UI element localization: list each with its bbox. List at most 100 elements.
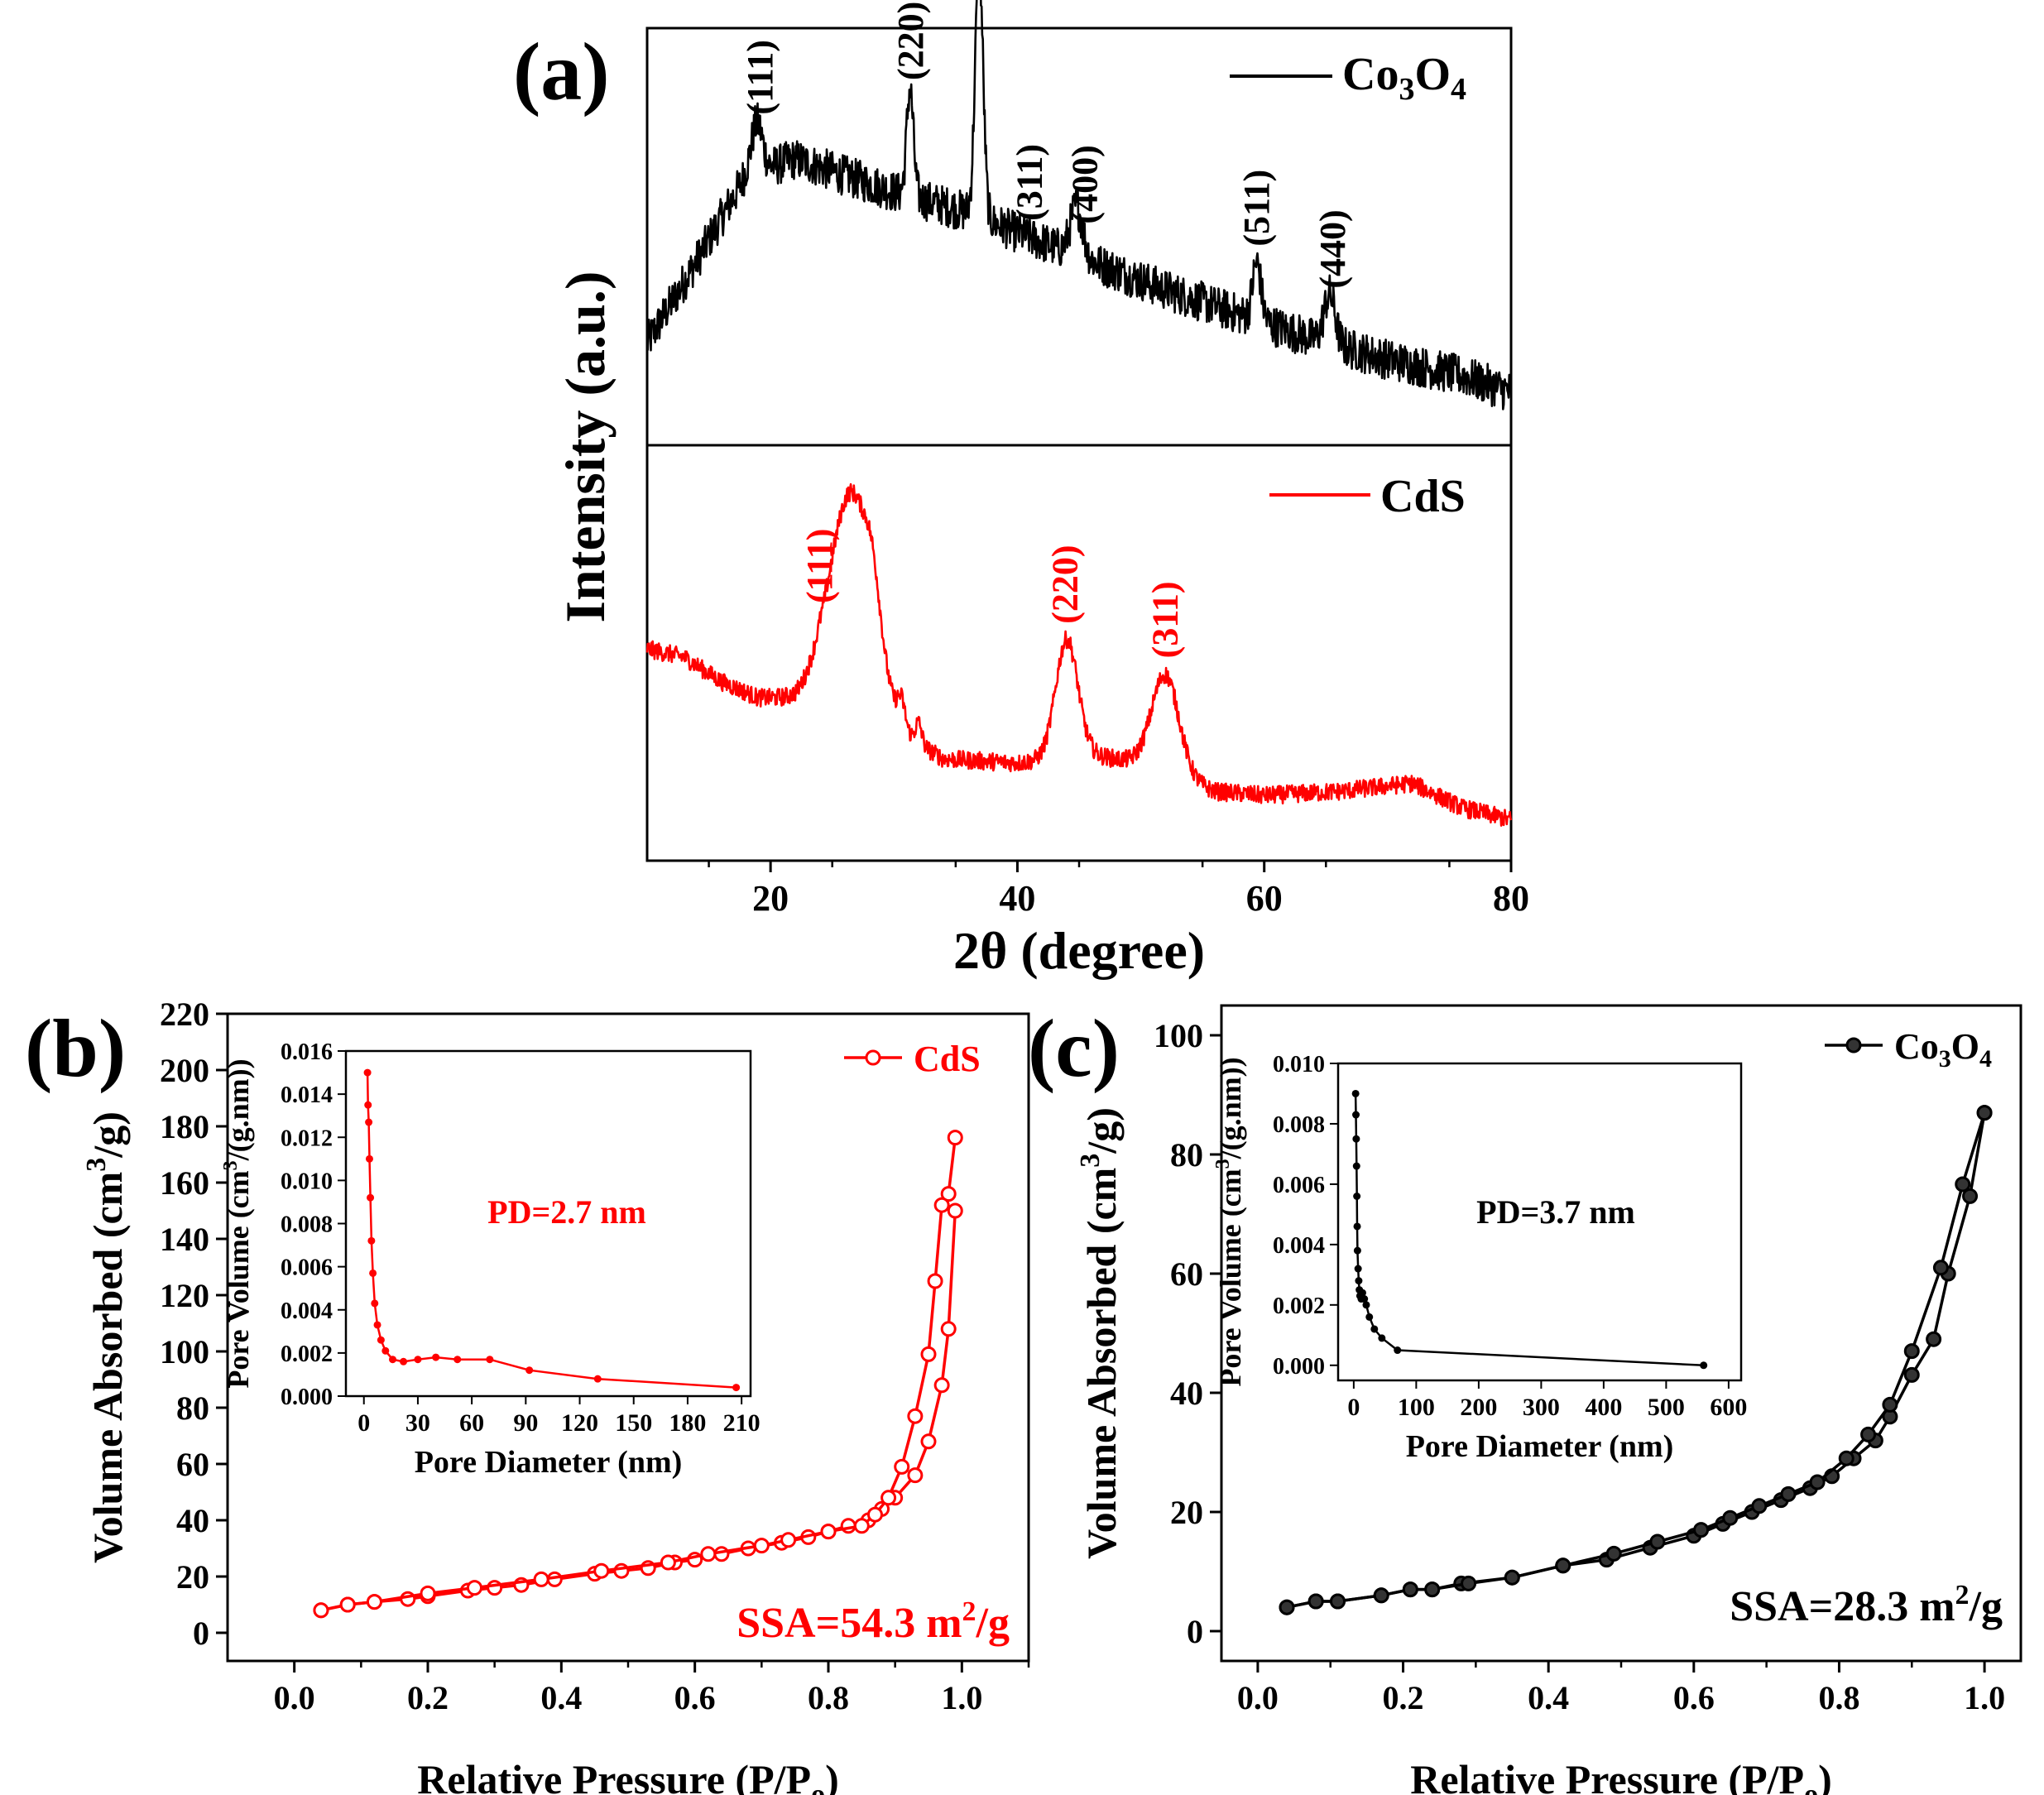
desorption-point	[853, 1518, 870, 1534]
peak-label: (511)	[1236, 170, 1277, 247]
inset-ylabel-sup: 3	[1212, 1159, 1234, 1169]
iso-legend: CdS	[914, 1039, 981, 1079]
desorption-point	[339, 1596, 356, 1613]
desorption-point	[1882, 1396, 1898, 1413]
pd-annotation: PD=2.7 nm	[487, 1193, 646, 1231]
desorption-point	[1461, 1575, 1477, 1591]
adsorption-point	[920, 1433, 937, 1450]
adsorption-point	[1926, 1331, 1942, 1347]
x-tick-label: 0.2	[407, 1679, 449, 1716]
x-tick-label: 40	[999, 878, 1035, 919]
ssa-sup: 2	[962, 1596, 976, 1627]
legend-sub: 4	[1979, 1045, 1992, 1073]
inset-ylabel-sup: 3	[220, 1160, 242, 1170]
ssa-text: /g	[976, 1600, 1010, 1647]
peak-label: (220)	[1045, 545, 1086, 623]
adsorption-point	[1962, 1188, 1979, 1204]
inset-point	[432, 1353, 440, 1361]
adsorption-point	[947, 1202, 963, 1219]
inset: 0 30 60 90 120 150 180 210 0.000 0.002 0.004 0.006 0…	[220, 1039, 761, 1480]
inset-point	[365, 1154, 373, 1163]
legend-text: CdS	[914, 1039, 981, 1079]
legend-marker	[865, 1049, 881, 1066]
inset-point	[1352, 1162, 1360, 1170]
x-tick-label: 20	[752, 878, 789, 919]
inset-point	[1352, 1111, 1360, 1119]
desorption-point	[753, 1538, 770, 1554]
inset-point	[381, 1346, 390, 1355]
xrd-ylabel: Intensity (a.u.)	[554, 271, 617, 622]
desorption-point	[533, 1571, 549, 1587]
peak-label: (311)	[1009, 144, 1049, 221]
inset-point	[364, 1101, 372, 1109]
panel-label-a: (a)	[513, 26, 610, 118]
inset-point	[1355, 1277, 1363, 1285]
inset-point	[400, 1357, 408, 1365]
desorption-point	[366, 1594, 382, 1610]
inset-point	[365, 1118, 373, 1126]
desorption-point	[1504, 1569, 1520, 1586]
inset-point	[1362, 1301, 1370, 1309]
xlabel-text: Relative Pressure (P/P	[417, 1756, 811, 1795]
y-tick-label: 160	[160, 1164, 209, 1202]
inset-point	[1365, 1313, 1374, 1321]
inset-point	[1353, 1192, 1361, 1200]
inset-point	[1351, 1089, 1360, 1097]
desorption-point	[920, 1346, 937, 1362]
adsorption-point	[487, 1580, 503, 1596]
inset-point	[453, 1356, 462, 1364]
inset-x-tick-label: 210	[723, 1409, 761, 1437]
legend-sub: 3	[1939, 1045, 1951, 1073]
xlabel-text: Relative Pressure (P/P	[1410, 1756, 1804, 1795]
y-tick-label: 120	[160, 1277, 209, 1314]
inset-point	[373, 1321, 381, 1329]
y-tick-label: 60	[176, 1446, 209, 1483]
inset-x-tick-label: 600	[1710, 1394, 1747, 1421]
desorption-point	[1693, 1522, 1710, 1538]
y-tick-label: 60	[1170, 1255, 1203, 1293]
desorption-line	[320, 1137, 957, 1612]
inset-ylabel-text: Pore Volume (cm	[222, 1170, 255, 1388]
inset-xlabel: Pore Diameter (nm)	[1406, 1429, 1674, 1464]
ylabel-text: Volume Absorbed (cm	[84, 1172, 131, 1563]
inset-point	[486, 1356, 494, 1364]
x-tick-label: 80	[1493, 878, 1529, 919]
inset-x-tick-label: 0	[1347, 1394, 1360, 1421]
desorption-point	[593, 1562, 610, 1579]
inset-point	[1360, 1295, 1369, 1303]
x-tick-label: 0.4	[1528, 1679, 1569, 1716]
inset-point	[1370, 1325, 1379, 1333]
x-tick-label: 0.0	[1237, 1679, 1279, 1716]
inset-x-tick-label: 60	[459, 1409, 484, 1437]
inset-y-tick-label: 0.002	[1273, 1293, 1325, 1319]
inset-y-tick-label: 0.008	[281, 1212, 333, 1238]
x-tick-label: 1.0	[1964, 1679, 2005, 1716]
legend-text: Co	[1894, 1026, 1939, 1067]
inset-point	[1700, 1361, 1708, 1370]
inset-point	[367, 1236, 376, 1245]
y-tick-label: 100	[1154, 1017, 1203, 1054]
desorption-point	[1330, 1593, 1346, 1610]
y-tick-label: 220	[160, 996, 209, 1033]
desorption-point	[1809, 1474, 1826, 1490]
inset-point	[593, 1375, 602, 1383]
inset-ylabel-text: Pore Volume (cm	[1214, 1169, 1247, 1386]
inset-ylabel-text: /(g.nm))	[222, 1058, 255, 1161]
iso-xlabel: Relative Pressure (P/Po)	[1410, 1756, 1831, 1795]
xrd-trace-CdS	[645, 482, 1513, 827]
xrd-xlabel: 2θ (degree)	[953, 921, 1205, 980]
inset-y-tick-label: 0.016	[281, 1039, 333, 1065]
iso-xlabel: Relative Pressure (P/Po)	[417, 1756, 838, 1795]
ssa-annotation: SSA=54.3 m2/g	[737, 1596, 1010, 1647]
pd-annotation: PD=3.7 nm	[1476, 1193, 1635, 1231]
xlabel-text: )	[825, 1756, 839, 1795]
x-tick-label: 0.2	[1383, 1679, 1424, 1716]
desorption-point	[927, 1273, 943, 1289]
desorption-point	[1976, 1105, 1993, 1121]
isotherm-panel: 0.0 0.2 0.4 0.6 0.8 1.00204060801001201401601…	[25, 996, 1030, 1795]
desorption-point	[700, 1546, 717, 1562]
desorption-point	[1402, 1581, 1418, 1598]
y-tick-label: 200	[160, 1052, 209, 1089]
x-tick-label: 1.0	[941, 1679, 982, 1716]
y-tick-label: 0	[193, 1615, 209, 1652]
